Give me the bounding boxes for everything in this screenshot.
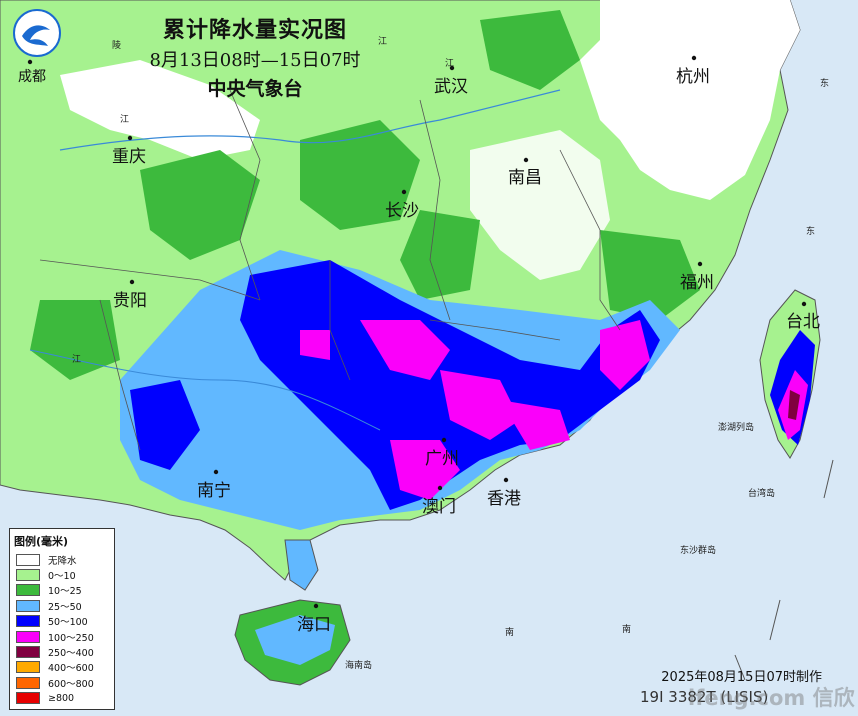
yangtze-river [59,89,561,151]
rain-100-250-cores [300,320,650,500]
no-rain-zone-jiangxi [470,130,610,280]
legend-swatch [16,692,40,705]
label-sea-nan-2: 南 [622,625,632,635]
legend-label: 100～250 [48,632,94,644]
legend-item: 10～25 [10,583,114,598]
city-dot [697,261,703,267]
legend-label: ≥800 [48,692,75,704]
city-dot [449,65,455,71]
xi-river [29,349,381,431]
legend-item: ≥800 [10,691,114,706]
city-label-macau: 澳门 [422,497,456,517]
label-ling: 陵 [112,41,122,51]
city-label-nanning: 南宁 [197,481,231,501]
legend-rows: 无降水 0～10 10～25 25～50 50～100 100～250 250～400 400… [10,552,114,706]
legend-swatch [16,584,40,597]
legend-label: 0～10 [48,571,76,583]
province-boundaries [39,89,621,451]
label-river-jiang-3: 江 [445,59,455,69]
city-dot [129,279,135,285]
city-label-haikou: 海口 [297,615,331,635]
legend-label: 25～50 [48,601,82,613]
no-rain-zone-north [60,60,260,160]
label-hainan-island: 海南岛 [345,661,373,671]
city-label-wuhan: 武汉 [434,77,468,97]
city-dot [127,135,133,141]
city-label-chongqing: 重庆 [112,147,146,167]
city-label-guangzhou: 广州 [425,449,459,469]
city-dot [437,485,443,491]
legend-label: 10～25 [48,586,82,598]
legend-item: 50～100 [10,614,114,629]
city-dot [801,301,807,307]
city-dot [691,55,697,61]
label-penghu: 澎湖列岛 [718,423,755,433]
legend-item: 400～600 [10,660,114,675]
legend-label: 250～400 [48,648,94,660]
city-dot [503,477,509,483]
taiwan-rain-250-400 [788,390,800,420]
legend-item: 0～10 [10,567,114,582]
legend-label: 无降水 [48,555,77,567]
legend-swatch [16,615,40,628]
legend-item: 无降水 [10,552,114,567]
legend-item: 25～50 [10,598,114,613]
label-river-jiang-4: 江 [72,355,82,365]
city-label-taipei: 台北 [786,312,820,332]
label-sea-dong-2: 东 [806,227,816,237]
legend-label: 50～100 [48,617,88,629]
legend: 图例(毫米) 无降水 0～10 10～25 25～50 50～100 100～250 250… [9,528,115,710]
legend-title: 图例(毫米) [14,535,69,548]
no-rain-zone-northeast [580,0,800,200]
city-dot [213,469,219,475]
island-chain-dashes [734,459,834,681]
rain-10-25-patches [30,10,700,380]
legend-swatch [16,661,40,674]
legend-swatch [16,599,40,612]
legend-item: 250～400 [10,644,114,659]
hainan-rain-25-50 [255,615,335,665]
label-taiwan-island: 台湾岛 [748,489,776,499]
city-label-nanchang: 南昌 [508,168,542,188]
city-dot [27,59,33,65]
city-label-hongkong: 香港 [487,489,521,509]
label-sea-nan-1: 南 [505,628,515,638]
watermark: ifeng.com 信欣 [688,686,855,710]
city-dot [441,437,447,443]
legend-swatch [16,646,40,659]
label-river-jiang-1: 江 [120,115,130,125]
legend-swatch [16,676,40,689]
map-title: 累计降水量实况图 [162,17,347,43]
map-code: 19I 3382T (LISIS) [640,688,769,706]
legend-item: 600～800 [10,675,114,690]
label-river-jiang-2: 江 [378,37,388,47]
map-agency: 中央气象台 [207,78,303,100]
map-period: 8月13日08时—15日07时 [149,50,361,71]
city-label-guiyang: 贵阳 [113,291,147,311]
legend-swatch [16,553,40,566]
legend-label: 600～800 [48,678,94,690]
city-label-chengdu: 成都 [18,69,46,85]
legend-label: 400～600 [48,663,94,675]
map-title-block: 累计降水量实况图 8月13日08时—15日07时 中央气象台 [110,12,400,101]
made-timestamp: 2025年08月15日07时制作 [661,670,822,685]
legend-swatch [16,569,40,582]
city-dot [313,603,319,609]
rain-50-100-west [130,380,200,470]
leizhou-peninsula [284,539,319,591]
city-label-changsha: 长沙 [385,201,419,221]
cma-logo-icon [13,9,61,57]
city-label-fuzhou: 福州 [680,273,714,293]
city-dots [27,55,807,609]
legend-item: 100～250 [10,629,114,644]
legend-swatch [16,630,40,643]
city-dot [401,189,407,195]
label-sea-dong-1: 东 [820,79,830,89]
city-label-hangzhou: 杭州 [676,67,710,87]
label-dongsha: 东沙群岛 [680,546,717,556]
city-dot [523,157,529,163]
